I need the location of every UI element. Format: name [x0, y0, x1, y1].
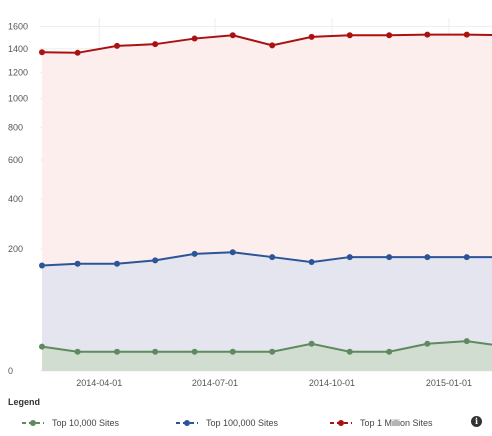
data-point[interactable]	[152, 348, 159, 355]
data-point[interactable]	[269, 348, 276, 355]
data-point[interactable]	[39, 343, 45, 350]
y-tick-label: 0	[8, 366, 13, 376]
data-point[interactable]	[346, 348, 353, 355]
data-point[interactable]	[229, 32, 236, 39]
legend-label: Top 1 Million Sites	[360, 418, 433, 428]
data-point[interactable]	[39, 262, 45, 269]
series-area	[42, 341, 492, 371]
data-point[interactable]	[308, 340, 315, 347]
data-point[interactable]	[191, 250, 198, 257]
data-point[interactable]	[424, 254, 431, 261]
data-point[interactable]	[39, 49, 45, 56]
data-point[interactable]	[463, 254, 470, 261]
y-tick-label: 1200	[8, 68, 28, 78]
y-tick-label: 800	[8, 122, 23, 132]
data-point[interactable]	[74, 260, 81, 267]
legend-swatch-icon	[176, 420, 198, 426]
x-tick-label: 2014-07-01	[192, 378, 238, 388]
chart-area: 0 200 400 600 800 1000 1200 1400 1600 2014-04-01…	[8, 18, 492, 388]
y-tick-label: 1000	[8, 94, 28, 104]
data-point[interactable]	[152, 257, 159, 264]
y-tick-label: 600	[8, 155, 23, 165]
y-tick-label: 1600	[8, 22, 28, 32]
data-point[interactable]	[114, 260, 121, 267]
x-axis-ticks: 2014-04-01 2014-07-01 2014-10-01 2015-01-01	[76, 378, 472, 388]
data-point[interactable]	[308, 33, 315, 40]
x-tick-label: 2014-04-01	[76, 378, 122, 388]
data-point[interactable]	[191, 35, 198, 42]
data-point[interactable]	[74, 348, 81, 355]
y-tick-label: 400	[8, 194, 23, 204]
data-point[interactable]	[386, 254, 393, 261]
data-point[interactable]	[269, 254, 276, 261]
data-point[interactable]	[114, 42, 121, 49]
data-point[interactable]	[308, 259, 315, 266]
y-tick-label: 1400	[8, 44, 28, 54]
data-point[interactable]	[229, 249, 236, 256]
data-point[interactable]	[114, 348, 121, 355]
data-point[interactable]	[229, 348, 236, 355]
data-point[interactable]	[463, 31, 470, 38]
data-point[interactable]	[386, 348, 393, 355]
legend-item-top-1m[interactable]: Top 1 Million Sites	[330, 413, 433, 433]
legend: Top 10,000 Sites Top 100,000 Sites Top 1…	[0, 413, 492, 433]
data-point[interactable]	[191, 348, 198, 355]
data-point[interactable]	[269, 42, 276, 49]
data-points[interactable]	[39, 31, 492, 355]
legend-label: Top 100,000 Sites	[206, 418, 279, 428]
legend-swatch-icon	[22, 420, 44, 426]
y-axis-ticks: 0 200 400 600 800 1000 1200 1400 1600	[8, 22, 28, 376]
series-area	[42, 252, 492, 371]
y-tick-label: 200	[8, 244, 23, 254]
data-point[interactable]	[74, 49, 81, 56]
info-icon[interactable]: i	[471, 416, 482, 427]
legend-label: Top 10,000 Sites	[52, 418, 120, 428]
data-point[interactable]	[346, 254, 353, 261]
x-tick-label: 2015-01-01	[426, 378, 472, 388]
data-point[interactable]	[346, 32, 353, 39]
data-point[interactable]	[152, 41, 159, 48]
x-tick-label: 2014-10-01	[309, 378, 355, 388]
legend-swatch-icon	[330, 420, 352, 426]
legend-item-top-100000[interactable]: Top 100,000 Sites	[176, 413, 278, 433]
data-point[interactable]	[424, 340, 431, 347]
area-fills	[42, 34, 492, 371]
legend-item-top-10000[interactable]: Top 10,000 Sites	[22, 413, 119, 433]
data-point[interactable]	[386, 32, 393, 39]
data-point[interactable]	[424, 31, 431, 38]
data-point[interactable]	[463, 338, 470, 345]
legend-title: Legend	[8, 397, 41, 407]
